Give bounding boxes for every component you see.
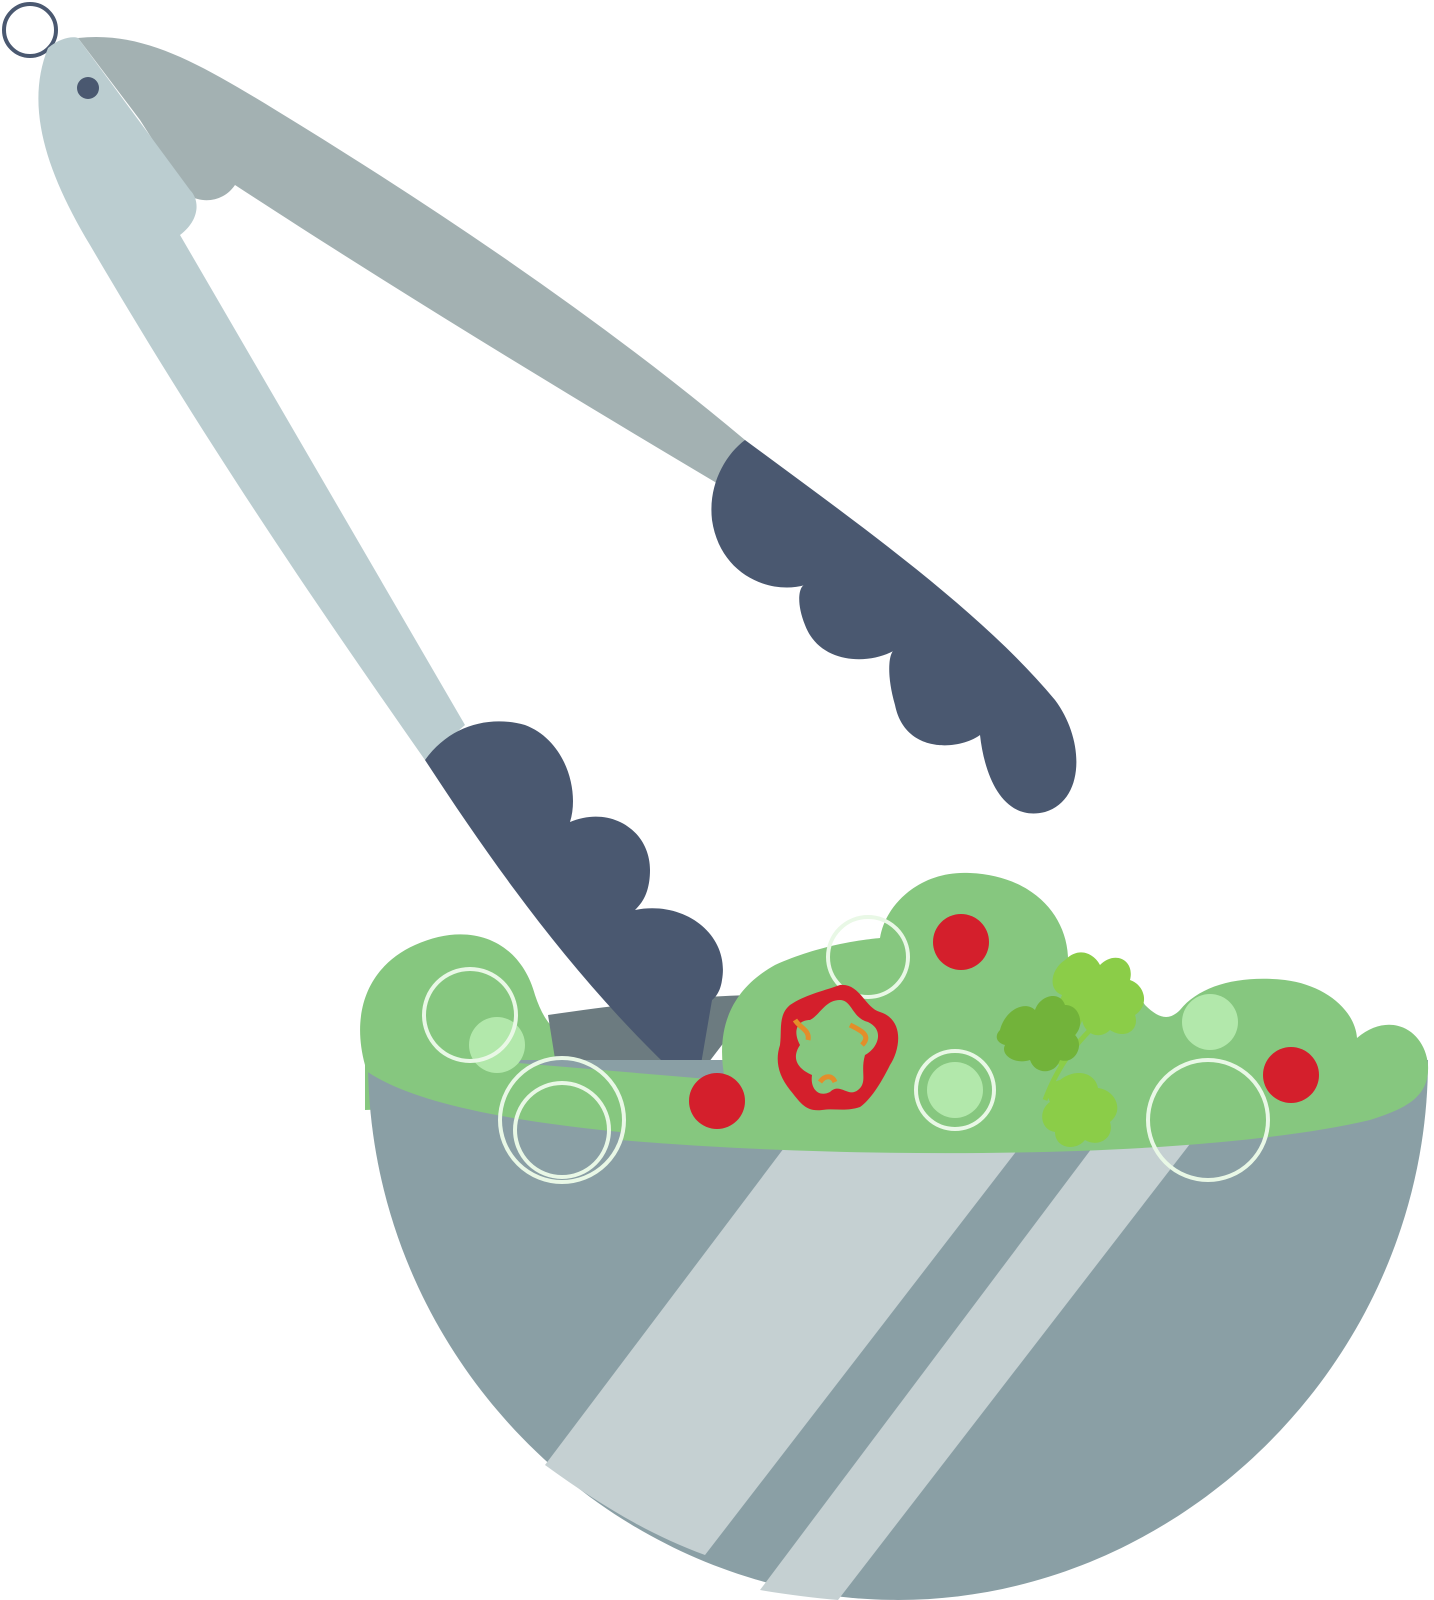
tong-grip-back xyxy=(711,440,1077,814)
hang-ring-icon xyxy=(2,2,58,58)
bowl-highlight-narrow xyxy=(760,1140,1193,1600)
tongs-icon xyxy=(38,36,1077,1078)
tong-grip-front xyxy=(425,721,723,1078)
lettuce-bubbles xyxy=(422,915,1270,1184)
tomatoes xyxy=(689,914,1319,1129)
tong-arm-front xyxy=(38,37,465,761)
tomato-icon xyxy=(933,914,989,970)
bowl-highlight-wide xyxy=(545,1140,1025,1555)
pepper-slice-icon xyxy=(777,984,899,1111)
cilantro-icon xyxy=(996,952,1145,1147)
tong-pivot-dot xyxy=(77,77,99,99)
tomato-icon xyxy=(1263,1047,1319,1103)
tomato-icon xyxy=(689,1073,745,1129)
salad-bowl-icon xyxy=(368,1060,1428,1600)
tong-arm-back xyxy=(78,36,745,485)
